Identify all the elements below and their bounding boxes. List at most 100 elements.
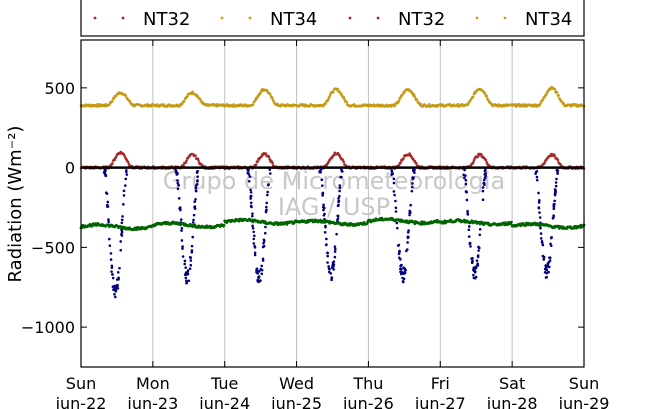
data-point [552,204,556,208]
data-point [110,264,114,268]
x-tick-label: Sat [499,374,525,393]
data-point [538,211,541,214]
y-tick-label: −1000 [21,318,75,337]
data-point [556,169,560,172]
data-point [260,264,264,268]
x-tick-label: jun-23 [126,394,178,409]
data-point [466,209,469,213]
data-point [116,270,120,274]
legend-entry-2: NT34 [220,9,317,30]
data-point [472,273,475,277]
data-point [248,175,252,178]
data-point [180,239,184,242]
data-point [260,272,264,276]
data-point [394,206,398,210]
grid [152,40,513,367]
data-point [412,93,416,96]
data-point [325,243,328,246]
data-point [403,271,407,275]
data-point [110,266,114,269]
data-point [190,249,194,252]
data-point [542,258,546,261]
data-point [268,168,272,171]
data-point [413,95,417,98]
data-point [556,172,559,175]
data-point [475,259,479,262]
data-point [326,254,329,258]
data-point [337,199,341,203]
data-point [399,258,402,261]
data-point [537,206,541,209]
data-point [338,194,341,198]
data-point [194,198,197,201]
data-point [463,176,466,180]
data-point [338,189,341,193]
data-point [553,154,557,157]
legend-label: NT34 [525,9,572,30]
data-point [222,224,226,227]
data-point [321,192,324,196]
data-point [196,175,199,178]
data-point [464,182,468,186]
data-point [535,178,539,182]
data-point [558,97,562,101]
data-point [266,190,269,194]
data-point [265,205,268,209]
watermark-line-2: IAG / USP [278,193,390,221]
data-point [104,173,108,177]
data-point [336,87,340,91]
data-point [477,249,480,252]
x-tick-label: Mon [136,374,170,393]
data-point [125,173,129,176]
data-point [333,250,337,253]
data-point [322,203,325,207]
data-point [476,254,480,257]
data-point [415,162,418,165]
legend-label: NT32 [143,9,190,30]
y-tick-label: 0 [65,159,75,178]
data-point [134,228,138,232]
data-point [193,207,197,210]
data-point [413,171,416,174]
data-point [537,201,541,204]
data-point [122,189,126,193]
data-point [113,295,117,299]
data-point [185,95,189,98]
data-point [485,94,488,98]
data-point [257,280,260,283]
data-point [392,181,396,185]
data-point [328,267,331,271]
data-point [193,200,197,204]
data-point [331,90,335,94]
data-point [482,181,486,185]
data-point [246,171,250,175]
data-point [191,221,195,224]
data-point [177,197,181,200]
data-point [333,255,337,259]
data-point [562,102,566,105]
data-point [336,217,340,220]
data-point [427,102,431,106]
data-point [189,256,193,259]
y-axis-label: Radiation (Wm⁻²) [5,126,26,283]
data-point [119,248,123,252]
legend-entry-1: NT32 [93,9,190,30]
x-tick-label: jun-28 [486,394,538,409]
data-point [111,99,114,103]
data-point [189,259,193,262]
data-point [330,266,334,269]
data-point [481,198,485,202]
data-point [108,244,112,247]
data-point [337,203,340,207]
data-point [266,183,270,187]
data-point [406,241,409,244]
legend-marker [503,16,507,20]
data-point [410,189,414,193]
data-point [481,189,485,193]
data-point [482,178,486,182]
data-point [182,164,185,167]
data-point [120,218,124,222]
data-point [466,103,470,106]
data-point [332,268,335,271]
